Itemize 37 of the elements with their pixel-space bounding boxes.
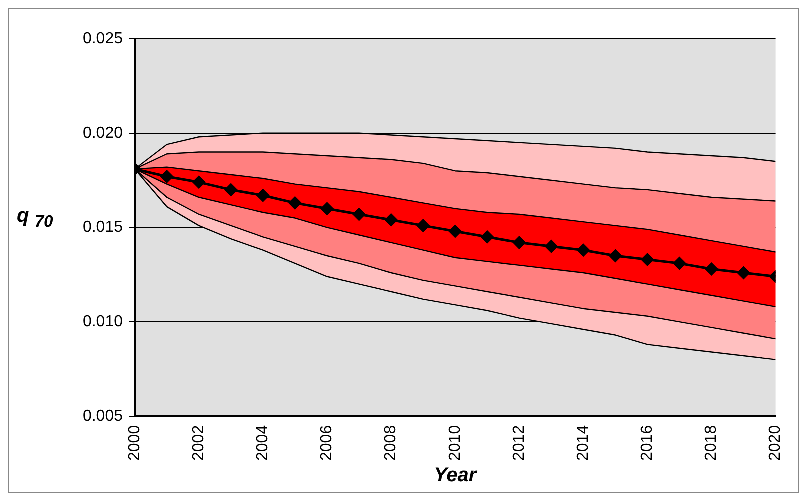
point [160,170,174,184]
x-tick-label: 2000 [126,425,144,461]
point [577,244,590,257]
point [609,250,622,262]
x-tick-label: 2010 [446,425,464,461]
point [481,230,494,244]
x-tick-label: 2020 [767,425,784,461]
point [320,202,334,216]
point [224,184,238,196]
y-tick-label: 0.020 [82,124,124,142]
y-axis-title: q $_{70}$ [17,205,54,232]
point [449,225,462,238]
point [513,236,526,250]
x-tick-label: 2004 [254,425,272,461]
point [673,257,686,270]
point [641,254,654,266]
point [288,196,302,210]
point [353,208,366,221]
point [417,220,430,232]
y-tick-label: 0.015 [82,219,124,236]
x-tick-label: 2014 [574,425,592,461]
point [192,176,206,189]
y-tick-label: 0.010 [82,313,124,330]
x-tick-label: 2012 [510,425,528,461]
x-tick-label: 2018 [703,425,720,461]
y-tick-label: 0.005 [82,408,124,425]
y-tick-label: 0.025 [82,30,124,48]
point [545,240,558,253]
x-axis-title: Year [434,464,478,487]
point [738,266,750,280]
point [385,214,398,226]
x-tick-label: 2002 [190,425,208,461]
x-tick-label: 2008 [382,425,400,461]
point [705,262,718,276]
x-tick-label: 2016 [639,425,656,461]
x-tick-label: 2006 [318,425,336,461]
point [256,189,270,202]
